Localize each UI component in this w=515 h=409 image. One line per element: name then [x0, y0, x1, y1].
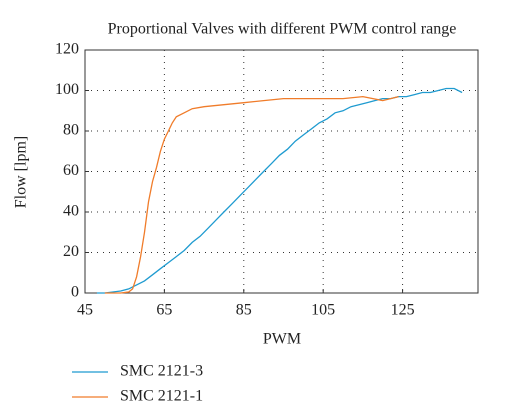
y-tick-label: 60: [63, 162, 79, 179]
series-line: [104, 95, 399, 294]
x-tick-label: 65: [156, 302, 172, 319]
x-tick-label: 45: [77, 302, 93, 319]
y-tick-label: 100: [55, 81, 79, 98]
y-tick-label: 80: [63, 122, 79, 139]
legend-label: SMC 2121-3: [120, 363, 203, 380]
plot-frame: [84, 49, 479, 294]
y-axis-label: Flow [lpm]: [13, 136, 30, 208]
y-tick-label: 20: [63, 243, 79, 260]
y-tick-label: 120: [55, 41, 79, 58]
legend-label: SMC 2121-1: [120, 388, 203, 405]
x-tick-label: 105: [311, 302, 335, 319]
y-tick-label: 40: [63, 203, 79, 220]
series-line: [96, 87, 463, 294]
x-tick-label: 125: [391, 302, 415, 319]
chart-title: Proportional Valves with different PWM c…: [108, 21, 457, 38]
y-tick-label: 0: [71, 284, 79, 301]
x-tick-label: 85: [236, 302, 252, 319]
x-axis-label: PWM: [263, 331, 301, 348]
